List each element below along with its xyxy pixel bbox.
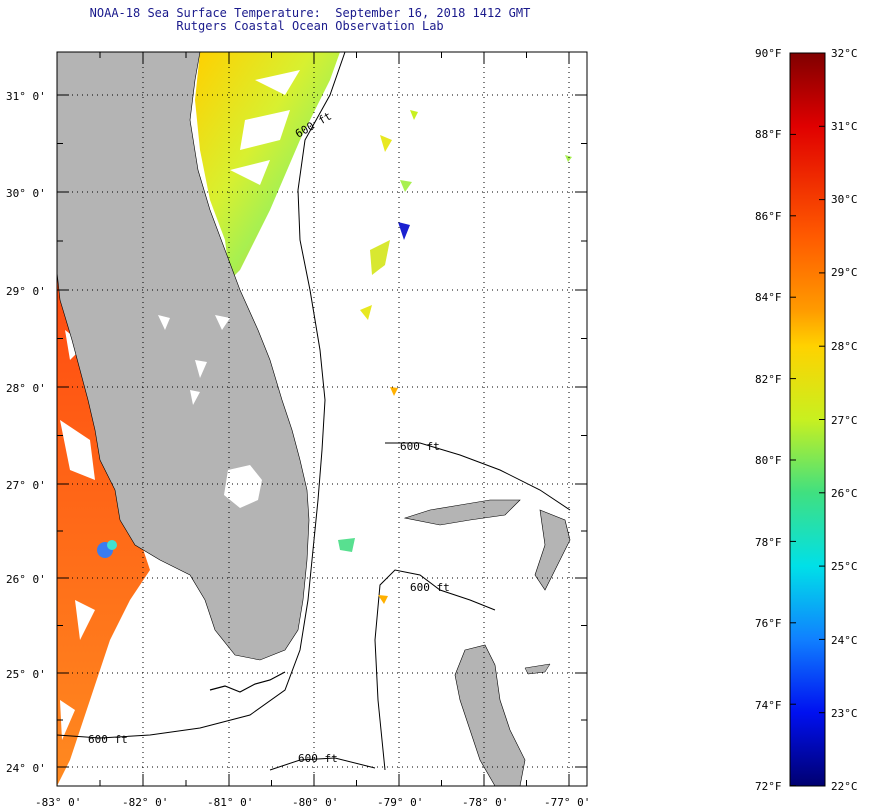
cb-f-74: 74°F (755, 699, 782, 712)
grand-bahama (403, 499, 521, 526)
abaco (534, 509, 571, 591)
cb-c-27: 27°C (831, 414, 858, 427)
florida-landmass (57, 52, 310, 661)
cb-f-72: 72°F (755, 780, 782, 793)
cloud-gaps-gulf (60, 330, 95, 740)
colorbar-ticks (790, 52, 825, 787)
cb-f-86: 86°F (755, 210, 782, 223)
lon-label-80: -80° 0' (292, 796, 338, 809)
contour-600ft-florida (57, 52, 346, 739)
berry-islands (524, 663, 551, 675)
cb-f-78: 78°F (755, 536, 782, 549)
cb-f-76: 76°F (755, 617, 782, 630)
cb-c-32: 32°C (831, 47, 858, 60)
cb-f-80: 80°F (755, 454, 782, 467)
gulf-sst-region (57, 272, 150, 786)
lat-label-24: 24° 0' (6, 762, 46, 775)
cb-c-29: 29°C (831, 266, 858, 279)
lat-label-31: 31° 0' (6, 90, 46, 103)
graticule (57, 52, 587, 786)
cb-c-28: 28°C (831, 340, 858, 353)
lat-label-28: 28° 0' (6, 382, 46, 395)
lat-label-29: 29° 0' (6, 285, 46, 298)
cool-patch-gulf-2 (107, 540, 117, 550)
cb-c-25: 25°C (831, 560, 858, 573)
andros (454, 644, 526, 786)
cb-c-23: 23°C (831, 707, 858, 720)
cb-f-84: 84°F (755, 291, 782, 304)
colorbar-celsius-labels: 32°C 31°C 30°C 29°C 28°C 27°C 26°C 25°C … (831, 47, 858, 793)
lat-label-26: 26° 0' (6, 573, 46, 586)
lat-label-27: 27° 0' (6, 479, 46, 492)
contour-label-2: 600 ft (400, 440, 440, 453)
contour-label-4: 600 ft (88, 733, 128, 746)
cb-c-30: 30°C (831, 193, 858, 206)
cb-f-90: 90°F (755, 47, 782, 60)
contour-label-5: 600 ft (298, 752, 338, 765)
cb-c-26: 26°C (831, 487, 858, 500)
cb-f-82: 82°F (755, 373, 782, 386)
cb-c-22: 22°C (831, 780, 858, 793)
cb-c-31: 31°C (831, 120, 858, 133)
lon-label-78: -78° 0' (462, 796, 508, 809)
inland-lakes (158, 315, 230, 405)
lat-label-25: 25° 0' (6, 668, 46, 681)
contour-600ft-bahamas-north (385, 442, 571, 511)
map-subtitle: Rutgers Coastal Ocean Observation Lab (176, 19, 444, 33)
latitude-labels: 31° 0' 30° 0' 29° 0' 28° 0' 27° 0' 26° 0… (6, 90, 46, 775)
colorbar-fahrenheit-labels: 90°F 88°F 86°F 84°F 82°F 80°F 78°F 76°F … (755, 47, 782, 793)
cb-f-88: 88°F (755, 128, 782, 141)
lon-label-79: -79° 0' (377, 796, 423, 809)
lon-label-83: -83° 0' (35, 796, 81, 809)
contour-600ft-bahamas-south (374, 569, 496, 771)
contour-label-3: 600 ft (410, 581, 450, 594)
map-border (56, 51, 588, 787)
florida-keys (209, 671, 286, 693)
contour-600ft-south (269, 757, 376, 771)
longitude-labels: -83° 0' -82° 0' -81° 0' -80° 0' -79° 0' … (35, 796, 590, 809)
lon-label-82: -82° 0' (122, 796, 168, 809)
map-title: NOAA-18 Sea Surface Temperature: Septemb… (89, 6, 531, 20)
lake-okeechobee (224, 465, 262, 508)
lat-label-30: 30° 0' (6, 187, 46, 200)
lon-label-81: -81° 0' (207, 796, 253, 809)
axis-ticks (56, 52, 587, 786)
offshore-sst-patches (338, 110, 572, 604)
lon-label-77: -77° 0' (544, 796, 590, 809)
cb-c-24: 24°C (831, 634, 858, 647)
cloud-gaps-atlantic (230, 70, 300, 185)
